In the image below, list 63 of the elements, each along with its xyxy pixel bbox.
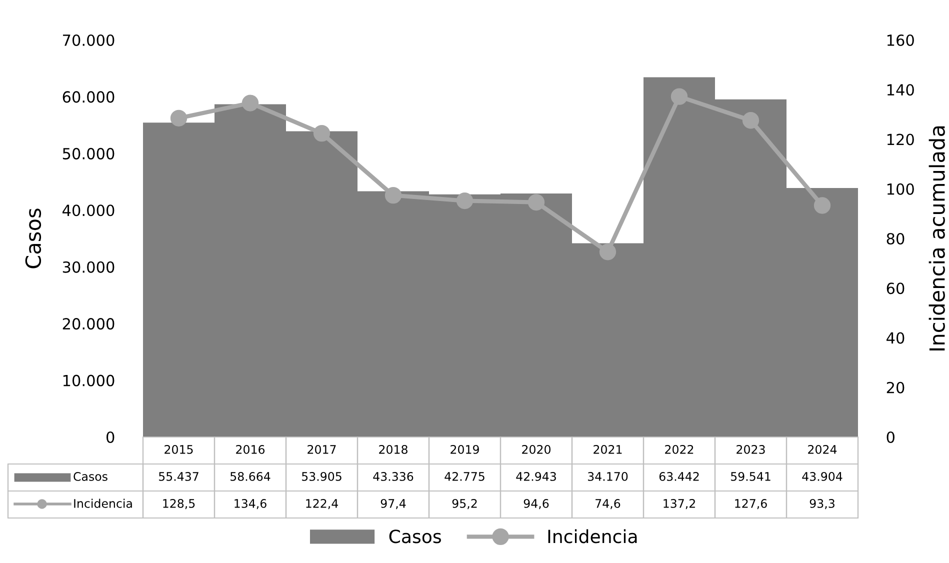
y2-tick-label: 100: [887, 183, 914, 195]
x-tick-label: 2024: [808, 444, 837, 454]
y-tick-label: 0: [106, 431, 114, 444]
y-tick-label: 60.000: [62, 91, 114, 103]
x-tick-label: 2017: [308, 444, 336, 454]
legend-label: Incidencia: [74, 498, 132, 508]
y-tick-label: 40.000: [62, 204, 114, 216]
text: Casos: [389, 530, 441, 544]
x-tick-label: 2020: [522, 444, 550, 454]
data-label: 127,6: [735, 498, 767, 510]
point: [170, 110, 188, 126]
data-label: 53.905: [302, 472, 342, 481]
y2-tick-label: 40: [886, 332, 904, 344]
point: [242, 94, 259, 112]
data-label: 42.943: [516, 472, 556, 481]
y-tick-label: 10.000: [63, 374, 114, 386]
point: [670, 88, 688, 105]
y-tick-label: 30.000: [62, 261, 114, 273]
point: [313, 124, 330, 142]
data-label: 43.336: [373, 472, 414, 481]
y-tick-label: 20.000: [62, 318, 114, 330]
x-tick-label: 2023: [736, 444, 765, 454]
legend-label: Casos: [74, 472, 108, 481]
data-label: 93,3: [810, 498, 834, 510]
y2-axis-title: Incidencia acumulada: [928, 126, 945, 350]
data-label: 42.775: [444, 472, 484, 481]
x-tick-label: 2016: [236, 444, 265, 454]
data-label: 58.664: [230, 472, 270, 481]
data-label: 122,4: [306, 498, 338, 510]
point: [384, 186, 402, 204]
data-label: 34.170: [588, 472, 628, 481]
data-label: 97,4: [380, 498, 406, 510]
x-tick-label: 2022: [665, 444, 694, 454]
data-label: 55.437: [159, 472, 198, 481]
data-label: 43.904: [802, 472, 842, 481]
y2-tick-label: 20: [886, 382, 904, 394]
x-tick-label: 2015: [164, 444, 193, 454]
point: [456, 192, 474, 210]
y2-tick-label: 160: [887, 34, 914, 46]
data-label: 94,6: [524, 498, 549, 510]
data-label: 59.541: [731, 472, 770, 481]
data-label: 95,2: [452, 498, 477, 510]
y-axis-title: Casos: [25, 208, 42, 268]
y-tick-label: 50.000: [62, 148, 114, 160]
data-label: 63.442: [659, 472, 699, 481]
y-tick-label: 70.000: [63, 34, 114, 46]
data-label: 128,5: [163, 498, 195, 510]
y2-tick-label: 80: [886, 232, 904, 245]
y2-tick-label: 120: [887, 134, 914, 146]
data-label: 134,6: [234, 498, 266, 510]
y2-tick-label: 140: [887, 84, 914, 96]
text: Incidencia: [548, 529, 637, 544]
point: [742, 112, 760, 129]
x-tick-label: 2019: [450, 444, 479, 454]
point: [814, 197, 831, 214]
data-label: 137,2: [664, 498, 695, 510]
data-label: 74,6: [596, 498, 620, 510]
x-tick-label: 2018: [379, 444, 408, 454]
point: [599, 244, 616, 260]
point: [528, 194, 545, 211]
y2-tick-label: 60: [886, 282, 904, 294]
x-tick-label: 2021: [594, 444, 622, 454]
y2-tick-label: 0: [886, 431, 894, 444]
